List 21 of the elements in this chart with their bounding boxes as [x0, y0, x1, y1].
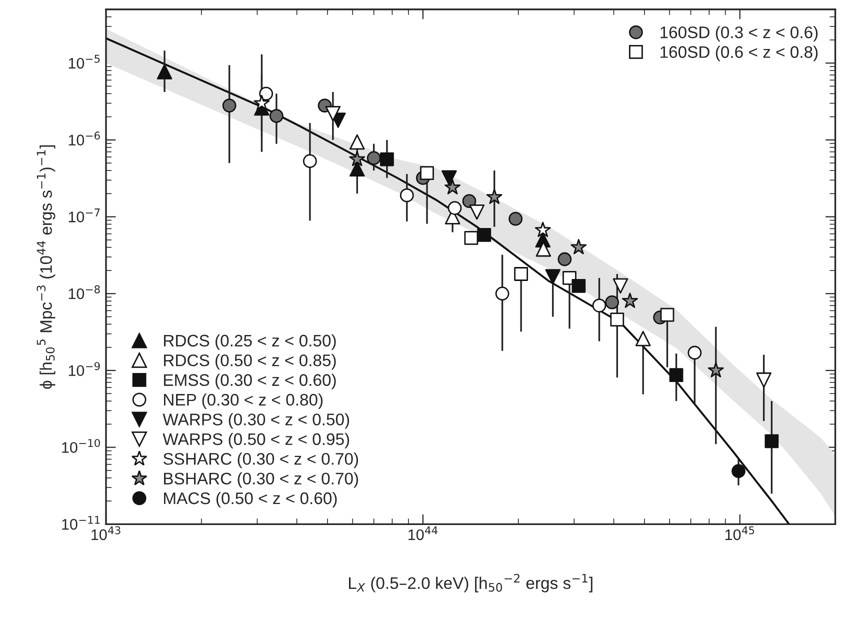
legend-label: 160SD (0.3 < z < 0.6) — [660, 26, 818, 42]
y-tick-label: 10$^{−7}$ — [68, 208, 100, 222]
legend-label: 160SD (0.6 < z < 0.8) — [660, 46, 818, 62]
legend-label: RDCS (0.25 < z < 0.50) — [164, 334, 336, 350]
x-tick-label: 10$^{45}$ — [725, 526, 754, 540]
legend-label: WARPS (0.30 < z < 0.50) — [162, 413, 350, 429]
y-tick-label: 10$^{−5}$ — [68, 54, 100, 69]
legend-label: SSHARC (0.30 < z < 0.70) — [163, 452, 358, 468]
y-tick-label: 10$^{−9}$ — [68, 362, 100, 376]
x-tick-label: 10$^{44}$ — [408, 526, 438, 540]
y-tick-label: 10$^{−8}$ — [68, 285, 100, 300]
y-tick-label: 10$^{−6}$ — [68, 132, 100, 146]
legend-label: RDCS (0.50 < z < 0.85) — [164, 354, 336, 370]
legend-label: NEP (0.30 < z < 0.80) — [164, 393, 323, 409]
legend-label: BSHARC (0.30 < z < 0.70) — [164, 472, 358, 488]
x-axis-title: L$_{X}$ (0.5–2.0 keV) [h$_{50}$$^{−2}$ ergs s$^{−1}$] — [349, 574, 592, 592]
text: ϕ [h$_{50}$$^{5}$ Mpc$^{−3}$ (10$^{44}$ ergs s$^{−1}$)$^{−1}$] — [36, 145, 56, 389]
legend-label: WARPS (0.50 < z < 0.95) — [162, 432, 350, 448]
legend-label: MACS (0.50 < z < 0.60) — [164, 492, 337, 508]
legend-label: EMSS (0.30 < z < 0.60) — [164, 374, 336, 390]
y-tick-label: 10$^{−10}$ — [62, 438, 100, 453]
